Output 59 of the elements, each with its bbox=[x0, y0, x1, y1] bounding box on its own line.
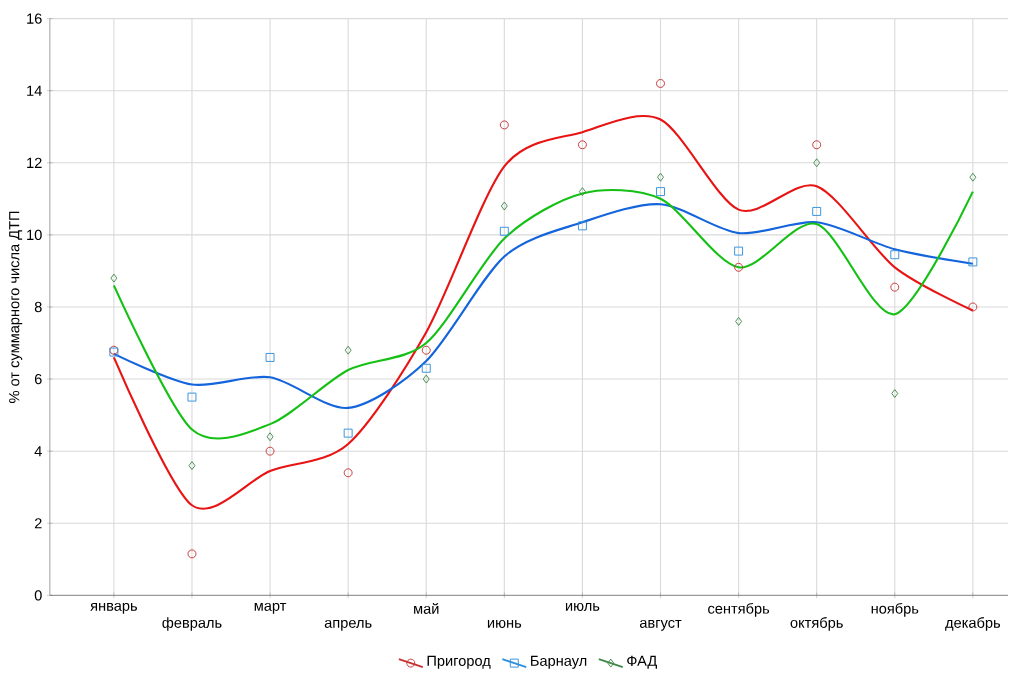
point bbox=[344, 345, 352, 355]
y-tick-label: 12 bbox=[27, 157, 42, 169]
legend-label: ФАД bbox=[627, 655, 657, 669]
point bbox=[499, 120, 509, 130]
point bbox=[577, 221, 587, 231]
point bbox=[657, 172, 664, 182]
point bbox=[813, 158, 821, 168]
point bbox=[656, 79, 665, 89]
point bbox=[734, 263, 744, 272]
y-tick-label: 0 bbox=[34, 590, 42, 601]
point bbox=[734, 246, 744, 256]
point bbox=[265, 446, 275, 456]
x-tick-label: август bbox=[639, 620, 682, 631]
x-tick-label: июнь bbox=[487, 620, 522, 629]
x-tick-label: январь bbox=[90, 603, 137, 614]
x-tick-label: июль bbox=[565, 603, 600, 612]
y-tick-label: 8 bbox=[34, 301, 42, 313]
x-tick-label: ноябрь bbox=[871, 603, 919, 617]
point bbox=[735, 317, 743, 326]
point bbox=[968, 302, 978, 312]
x-tick-label: март bbox=[254, 603, 287, 614]
point bbox=[577, 140, 587, 150]
point bbox=[500, 201, 508, 211]
point bbox=[187, 549, 197, 559]
point bbox=[421, 345, 431, 355]
point bbox=[110, 273, 118, 283]
y-tick-label: 16 bbox=[27, 13, 42, 24]
y-axis-title: % от суммарного числа ДТП bbox=[9, 211, 23, 404]
point bbox=[188, 461, 196, 471]
point bbox=[812, 140, 822, 150]
x-tick-label: октябрь bbox=[790, 617, 843, 631]
x-tick-label: апрель bbox=[324, 620, 372, 631]
point bbox=[578, 187, 586, 197]
point bbox=[890, 250, 900, 260]
point bbox=[969, 172, 977, 182]
x-tick-label: февраль bbox=[162, 617, 222, 631]
point bbox=[891, 389, 899, 399]
x-tick-label: сентябрь bbox=[708, 603, 770, 617]
point bbox=[343, 428, 353, 438]
point bbox=[656, 187, 665, 197]
point bbox=[968, 257, 978, 267]
point bbox=[421, 363, 431, 373]
point bbox=[422, 374, 430, 384]
y-tick-label: 4 bbox=[34, 446, 42, 457]
point bbox=[812, 207, 822, 217]
point bbox=[499, 226, 509, 236]
legend-label: Барнаул bbox=[531, 655, 587, 669]
y-tick-label: 14 bbox=[27, 85, 42, 96]
point bbox=[187, 392, 197, 402]
y-tick-label: 10 bbox=[27, 229, 42, 241]
y-tick-label: 2 bbox=[34, 518, 42, 529]
point bbox=[890, 282, 900, 292]
point bbox=[343, 468, 353, 478]
x-tick-label: декабрь bbox=[945, 617, 1001, 631]
x-tick-label: май bbox=[414, 603, 439, 615]
point bbox=[265, 353, 275, 363]
legend-label: Пригород bbox=[427, 655, 491, 669]
point bbox=[266, 432, 274, 442]
y-tick-label: 6 bbox=[34, 374, 42, 385]
